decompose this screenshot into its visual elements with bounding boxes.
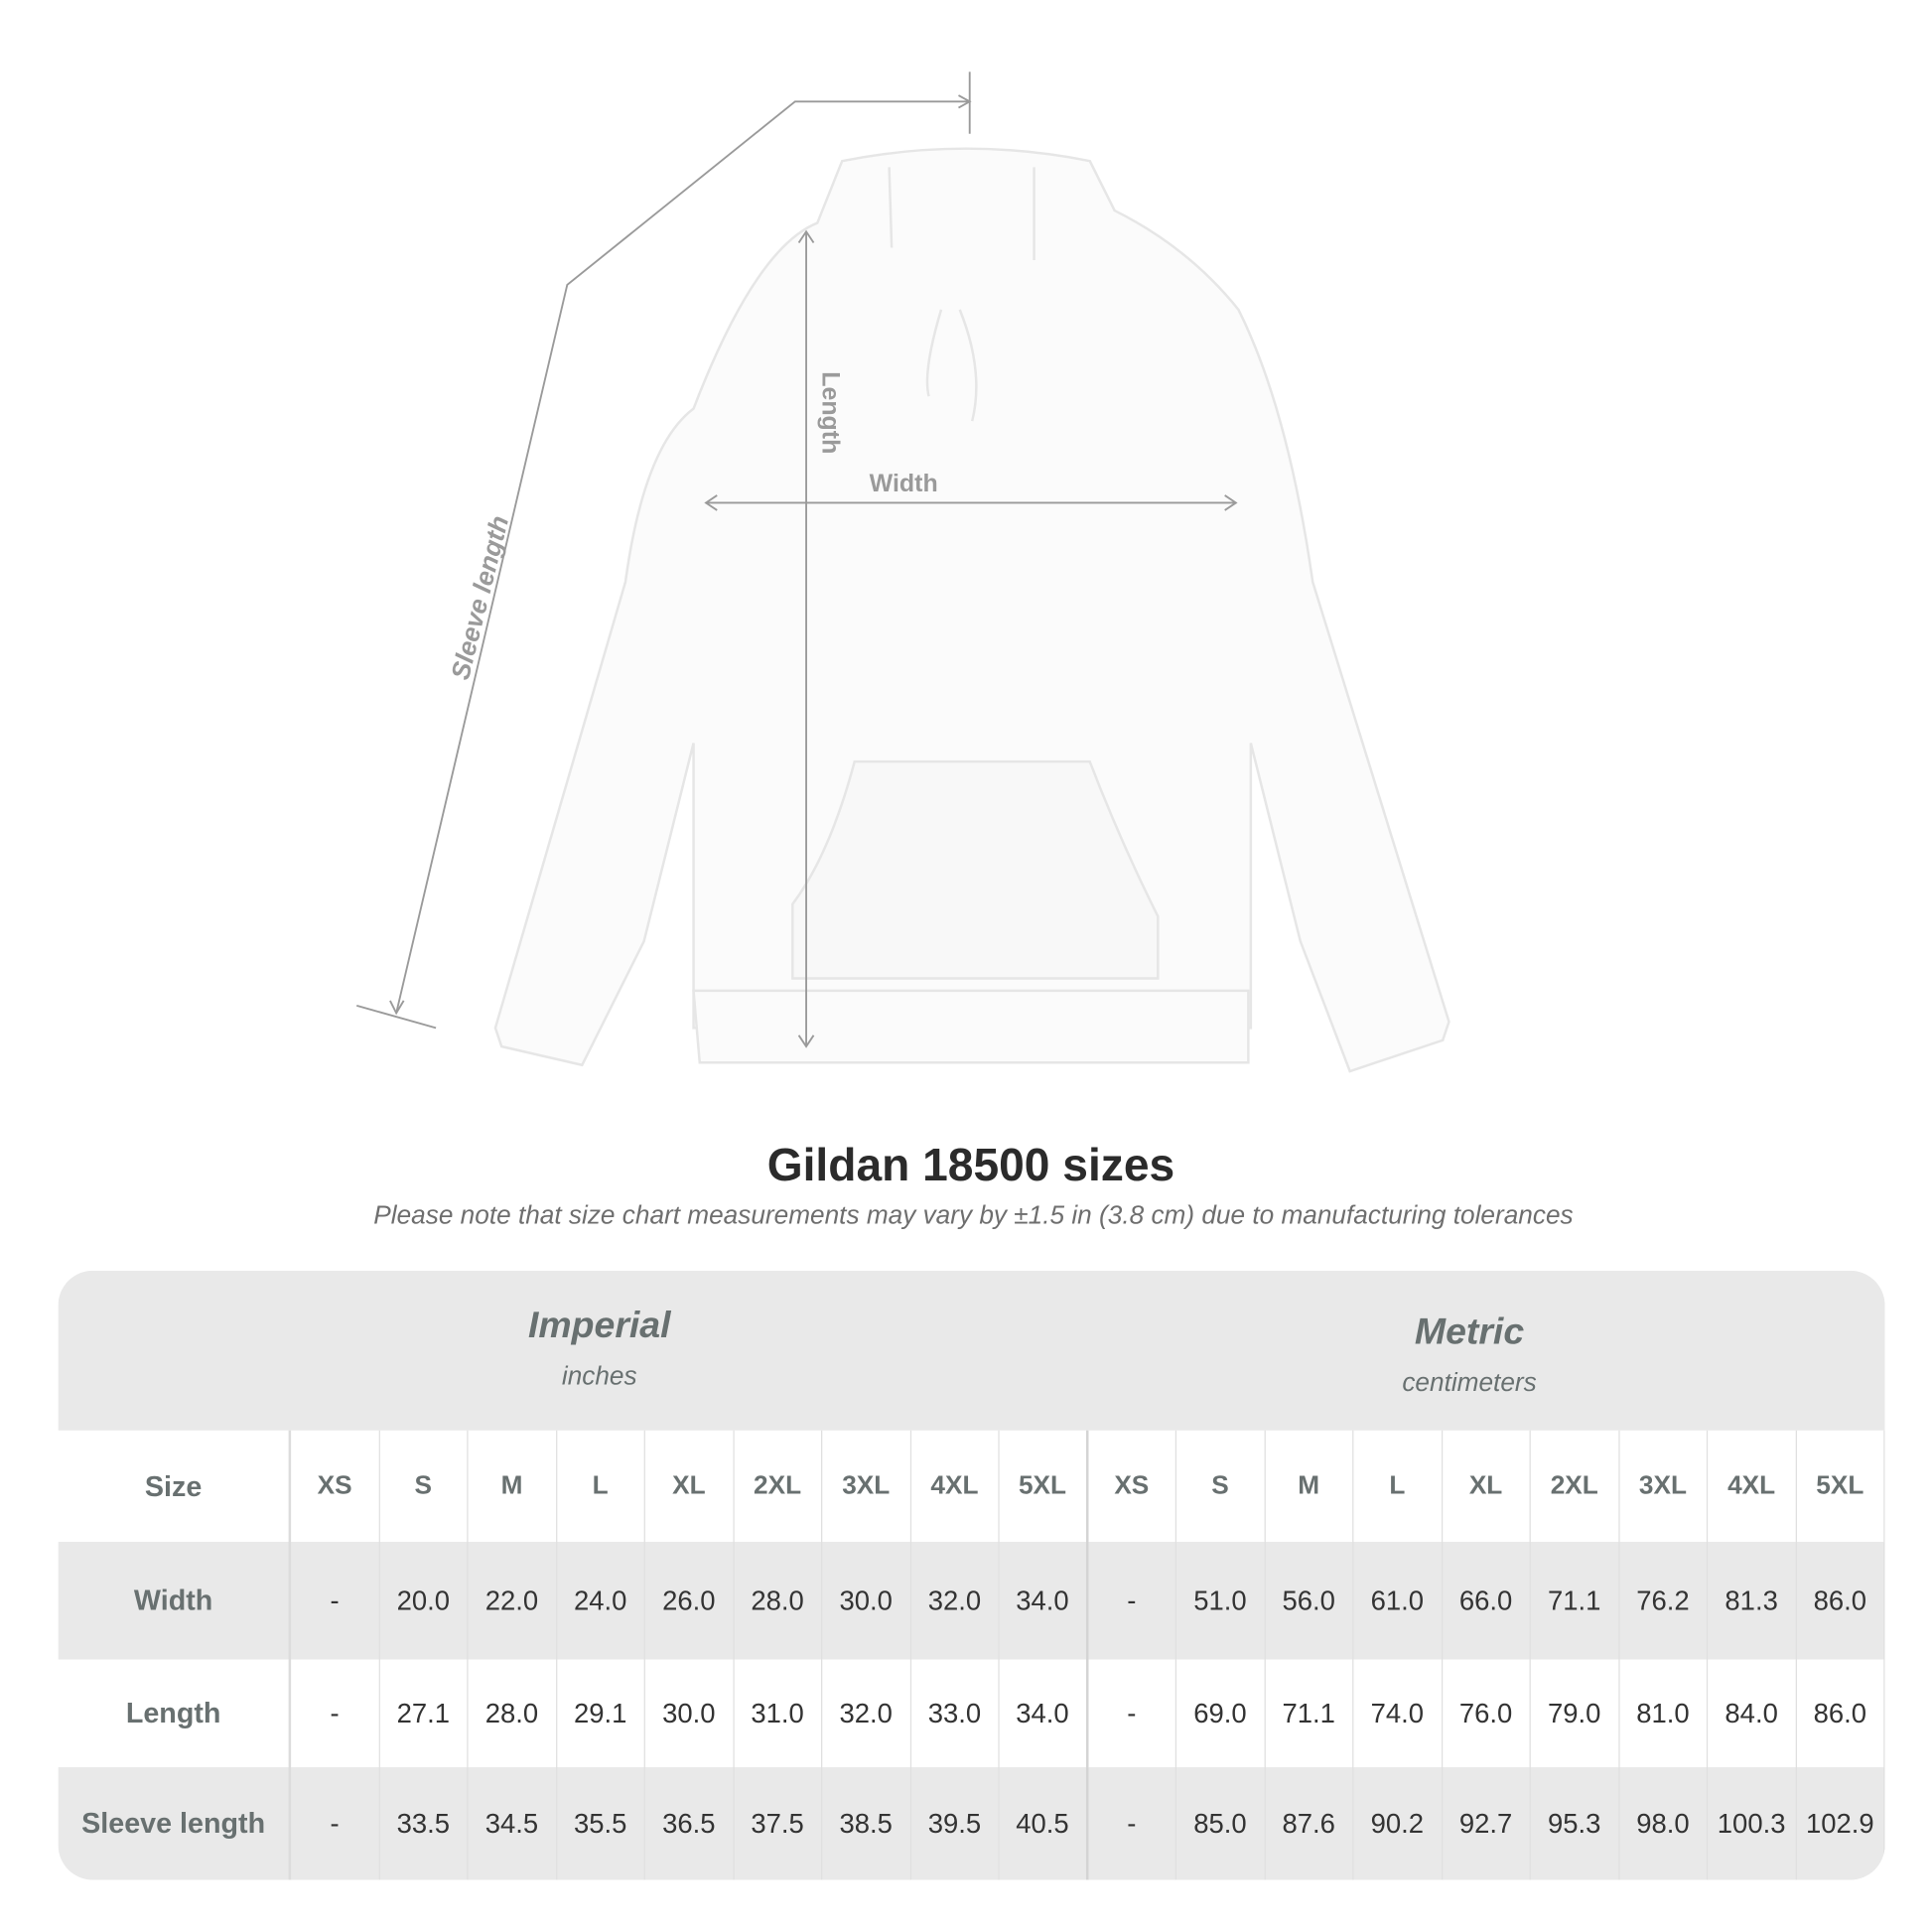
table-cell: 40.5 <box>1000 1767 1088 1880</box>
table-cell: 74.0 <box>1353 1659 1443 1768</box>
unit-header: Imperial inches Metric centimeters <box>58 1270 1885 1431</box>
size-header: M <box>1265 1430 1354 1543</box>
table-cell: - <box>291 1659 380 1768</box>
table-cell: 22.0 <box>469 1542 557 1660</box>
row-label: Length <box>59 1659 292 1768</box>
table-cell: 34.0 <box>1000 1542 1088 1660</box>
metric-unit: centimeters <box>1402 1368 1537 1398</box>
table-cell: - <box>1088 1767 1177 1880</box>
table-cell: 86.0 <box>1796 1659 1885 1768</box>
table-cell: 33.0 <box>910 1659 1000 1768</box>
table-cell: 30.0 <box>822 1542 911 1660</box>
table-cell: 79.0 <box>1531 1659 1619 1768</box>
tolerance-note: Please note that size chart measurements… <box>373 1200 1574 1230</box>
size-header: 3XL <box>822 1430 911 1543</box>
row-label: Sleeve length <box>59 1767 292 1880</box>
table-cell: 95.3 <box>1531 1767 1619 1880</box>
size-header: L <box>557 1430 645 1543</box>
table-cell: 30.0 <box>645 1659 735 1768</box>
size-header: 2XL <box>1531 1430 1619 1543</box>
size-header: 5XL <box>1000 1430 1088 1543</box>
size-header: 4XL <box>1708 1430 1797 1543</box>
table-cell: 37.5 <box>734 1767 823 1880</box>
table-cell: 76.2 <box>1619 1542 1709 1660</box>
size-header: S <box>1176 1430 1266 1543</box>
table-cell: 100.3 <box>1708 1767 1797 1880</box>
sleeve-length-label: Sleeve length <box>445 512 514 682</box>
length-label: Length <box>816 371 844 454</box>
table-cell: 28.0 <box>734 1542 823 1660</box>
table-row: Length -27.1 28.0 29.1 30.0 31.0 32.0 33.0 34.0-… <box>59 1659 1885 1768</box>
imperial-title: Imperial <box>527 1305 671 1346</box>
table-cell: 71.1 <box>1531 1542 1619 1660</box>
table-cell: 28.0 <box>469 1659 557 1768</box>
table-cell: - <box>291 1542 380 1660</box>
table-cell: 34.0 <box>1000 1659 1088 1768</box>
size-header: XS <box>291 1430 380 1543</box>
size-header: 5XL <box>1796 1430 1885 1543</box>
table-cell: - <box>1088 1542 1177 1660</box>
size-header: M <box>469 1430 557 1543</box>
table-cell: 92.7 <box>1443 1767 1531 1880</box>
table-cell: 29.1 <box>557 1659 645 1768</box>
metric-title: Metric <box>1414 1311 1525 1353</box>
table-cell: - <box>291 1767 380 1880</box>
size-header: 2XL <box>734 1430 823 1543</box>
size-header: S <box>379 1430 469 1543</box>
table-cell: 38.5 <box>822 1767 911 1880</box>
table-row: Width -20.0 22.0 24.0 26.0 28.0 30.0 32.0 34.0-5… <box>58 1542 1885 1660</box>
size-header: 3XL <box>1619 1430 1709 1543</box>
table-cell: 66.0 <box>1443 1542 1531 1660</box>
table-cell: 69.0 <box>1176 1659 1266 1768</box>
hoodie-illustration <box>493 147 1450 1073</box>
table-cell: 31.0 <box>734 1659 823 1768</box>
table-cell: 20.0 <box>379 1542 469 1660</box>
table-row: Sleeve length -33.5 34.5 35.5 36.5 37.5 38.5 39… <box>58 1767 1885 1880</box>
size-header: XL <box>1443 1430 1531 1543</box>
table-cell: 98.0 <box>1619 1767 1709 1880</box>
size-table: Imperial inches Metric centimeters Size X… <box>58 1270 1885 1880</box>
table-cell: 35.5 <box>557 1767 645 1880</box>
width-label: Width <box>870 470 938 497</box>
table-cell: 39.5 <box>910 1767 1000 1880</box>
row-label: Width <box>59 1542 292 1660</box>
size-header: XS <box>1088 1430 1177 1543</box>
table-cell: 87.6 <box>1265 1767 1354 1880</box>
measure-lines <box>355 71 1238 1048</box>
imperial-unit: inches <box>561 1362 637 1391</box>
table-cell: 32.0 <box>822 1659 911 1768</box>
table-cell: 84.0 <box>1708 1659 1797 1768</box>
table-cell: 32.0 <box>910 1542 1000 1660</box>
size-header: L <box>1353 1430 1443 1543</box>
table-cell: 36.5 <box>645 1767 735 1880</box>
table-cell: 24.0 <box>557 1542 645 1660</box>
table-cell: 71.1 <box>1265 1659 1354 1768</box>
size-header: XL <box>645 1430 735 1543</box>
table-cell: 81.0 <box>1619 1659 1709 1768</box>
table-cell: 61.0 <box>1353 1542 1443 1660</box>
size-row: Size XS S M L XL 2XL 3XL 4XL 5XL XS S M L XL 2XL 3XL 4XL 5… <box>59 1430 1885 1543</box>
table-cell: 26.0 <box>645 1542 735 1660</box>
table-cell: 90.2 <box>1353 1767 1443 1880</box>
metric-group: Metric centimeters <box>1087 1311 1852 1398</box>
table-cell: 27.1 <box>379 1659 469 1768</box>
table-cell: 33.5 <box>379 1767 469 1880</box>
size-header: 4XL <box>910 1430 1000 1543</box>
table-cell: 85.0 <box>1176 1767 1266 1880</box>
table-cell: 51.0 <box>1176 1542 1266 1660</box>
page-title: Gildan 18500 sizes <box>766 1139 1175 1190</box>
table-cell: - <box>1088 1659 1177 1768</box>
table-cell: 81.3 <box>1708 1542 1797 1660</box>
table-cell: 34.5 <box>469 1767 557 1880</box>
table-cell: 76.0 <box>1443 1659 1531 1768</box>
table-cell: 102.9 <box>1796 1767 1885 1880</box>
table-cell: 86.0 <box>1796 1542 1885 1660</box>
hoodie-diagram: Sleeve length Length Width <box>355 71 1450 1073</box>
imperial-group: Imperial inches <box>291 1306 907 1392</box>
size-label: Size <box>59 1430 292 1543</box>
table-cell: 56.0 <box>1265 1542 1354 1660</box>
